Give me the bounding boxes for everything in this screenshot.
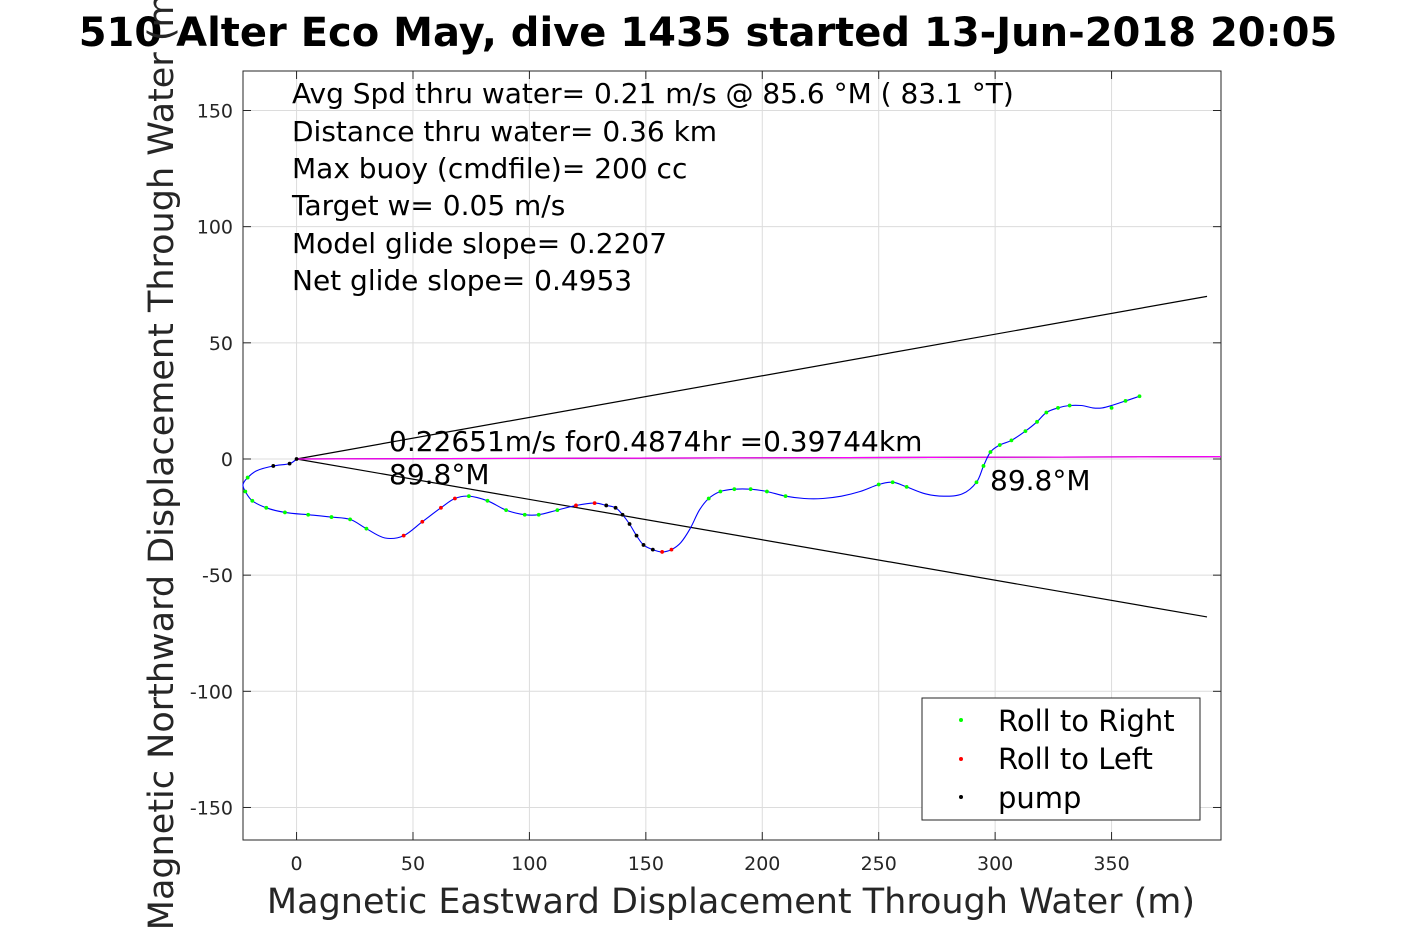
reference-line [296, 295, 1208, 460]
marker-roll-left [420, 519, 425, 524]
legend-box [921, 697, 1201, 821]
marker-roll-left [574, 503, 578, 508]
stat-avg-speed: Avg Spd thru water= 0.21 m/s @ 85.6 °M (… [292, 77, 1014, 110]
marker-roll-left [439, 505, 443, 510]
marker-roll-right [981, 464, 986, 468]
stat-max-buoy: Max buoy (cmdfile)= 200 cc [292, 152, 687, 185]
marker-pump [271, 464, 276, 468]
marker-pump [634, 533, 639, 538]
stat-model-glide: Model glide slope= 0.2207 [292, 227, 667, 260]
speed-annotation: 0.22651m/s for0.4874hr =0.39744km [389, 425, 922, 458]
reference-line [296, 456, 1222, 460]
marker-pump [613, 505, 618, 510]
x-tick-label: 50 [401, 853, 425, 875]
marker-pump [620, 512, 625, 517]
marker-roll-right [876, 482, 881, 487]
y-tick-label: -100 [190, 681, 233, 703]
marker-roll-left [669, 547, 674, 552]
legend-label-roll-left: Roll to Left [998, 742, 1153, 776]
marker-roll-right [748, 487, 753, 492]
x-tick-label: 250 [861, 853, 897, 875]
marker-roll-left [401, 533, 406, 538]
y-tick-label: 50 [209, 333, 233, 355]
marker-roll-right [364, 526, 369, 531]
heading-annotation-right: 89.8°M [990, 464, 1091, 497]
reference-line [296, 458, 1208, 618]
marker-roll-right [504, 508, 509, 512]
marker-roll-right [1109, 405, 1114, 410]
marker-pump [294, 457, 299, 461]
marker-roll-right [1123, 399, 1128, 403]
marker-roll-right [1009, 438, 1014, 443]
marker-roll-right [555, 508, 560, 512]
y-tick-label: -50 [202, 565, 233, 587]
legend: Roll to Right Roll to Left pump [921, 697, 1201, 821]
plot-area [242, 70, 1222, 841]
marker-pump [287, 461, 292, 466]
stat-net-glide: Net glide slope= 0.4953 [292, 264, 632, 297]
marker-pump [604, 503, 609, 508]
marker-roll-right [718, 489, 723, 494]
legend-label-pump: pump [998, 781, 1081, 815]
marker-roll-right [1023, 429, 1028, 434]
y-tick-label: 150 [197, 100, 233, 122]
marker-pump [650, 547, 655, 552]
marker-roll-right [1056, 405, 1060, 410]
marker-roll-right [245, 475, 250, 480]
legend-marker-roll-left [959, 757, 963, 761]
marker-pump [627, 522, 632, 526]
marker-pump [641, 543, 646, 547]
stats-block: Avg Spd thru water= 0.21 m/s @ 85.6 °M (… [291, 77, 1014, 297]
marker-roll-right [904, 484, 909, 489]
marker-roll-right [1067, 403, 1072, 408]
marker-roll-right [765, 489, 769, 494]
marker-roll-right [997, 443, 1002, 447]
y-tick-label: 0 [221, 449, 233, 471]
marker-roll-right [732, 487, 737, 492]
marker-roll-right [1044, 410, 1049, 415]
marker-roll-right [348, 517, 353, 522]
x-tick-label: 0 [291, 853, 303, 875]
y-tick-label: -150 [190, 797, 233, 819]
marker-roll-right [283, 510, 287, 515]
y-tick-label: 100 [197, 217, 233, 239]
markers [243, 394, 1142, 554]
x-tick-label: 200 [744, 853, 780, 875]
x-tick-label: 350 [1093, 853, 1129, 875]
stat-target-w: Target w= 0.05 m/s [291, 189, 565, 222]
marker-roll-left [660, 550, 665, 554]
marker-roll-right [1035, 419, 1039, 424]
marker-roll-right [1137, 394, 1142, 399]
reference-lines [296, 295, 1222, 618]
marker-roll-right [485, 498, 490, 503]
x-tick-label: 150 [628, 853, 664, 875]
legend-marker-roll-right [959, 718, 963, 722]
stat-distance: Distance thru water= 0.36 km [292, 115, 717, 148]
marker-roll-right [783, 494, 788, 499]
marker-roll-left [453, 496, 457, 501]
marker-roll-right [890, 480, 895, 485]
marker-roll-right [706, 496, 711, 501]
marker-roll-right [522, 512, 527, 517]
x-tick-label: 300 [977, 853, 1013, 875]
legend-marker-pump [959, 795, 963, 799]
x-tick-label: 100 [511, 853, 547, 875]
x-axis-label: Magnetic Eastward Displacement Through W… [267, 882, 1195, 922]
marker-roll-right [306, 512, 311, 517]
marker-roll-right [466, 494, 471, 499]
y-axis-label: Magnetic Northward Displacement Through … [142, 0, 182, 930]
marker-roll-right [536, 512, 541, 517]
heading-annotation-left: 89.8°M [389, 458, 490, 491]
axis-ticks: 0 50 100 150 200 250 300 350 150 100 50 0 -50 -100 -15… [190, 71, 1221, 875]
marker-roll-right [329, 515, 334, 519]
marker-roll-right [988, 450, 993, 454]
legend-label-roll-right: Roll to Right [998, 704, 1175, 738]
chart-title: 510 Alter Eco May, dive 1435 started 13-… [79, 10, 1338, 56]
marker-roll-right [250, 498, 255, 503]
marker-roll-right [243, 489, 248, 494]
marker-roll-left [592, 501, 597, 506]
marker-roll-right [974, 480, 979, 485]
marker-roll-right [264, 505, 269, 510]
